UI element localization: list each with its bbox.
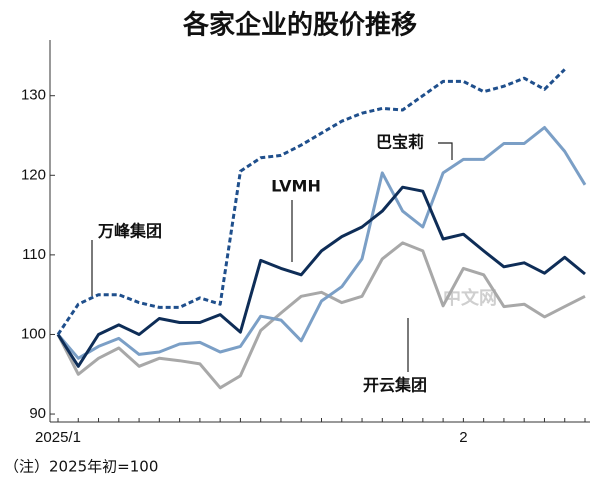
series-label: LVMH xyxy=(271,177,321,196)
series-line xyxy=(56,185,586,368)
watermark: 中文网 xyxy=(443,287,497,309)
series-line xyxy=(56,241,586,390)
x-tick-label: 2025/1 xyxy=(35,429,81,446)
series-line xyxy=(56,126,587,360)
leader-line xyxy=(438,142,453,160)
series-line xyxy=(56,68,566,336)
y-tick-label: 90 xyxy=(29,405,46,422)
y-tick-label: 110 xyxy=(22,246,46,263)
y-tick-label: 100 xyxy=(21,325,46,342)
series-label: 开云集团 xyxy=(363,376,427,395)
chart-title: 各家企业的股价推移 xyxy=(182,10,417,41)
y-tick-label: 120 xyxy=(21,166,46,183)
series-label: 万峰集团 xyxy=(97,222,162,241)
note: （注）2025年初=100 xyxy=(4,458,158,476)
series-label: 巴宝莉 xyxy=(376,133,424,152)
x-tick-label: 2 xyxy=(459,429,467,446)
y-tick-label: 130 xyxy=(21,87,46,104)
